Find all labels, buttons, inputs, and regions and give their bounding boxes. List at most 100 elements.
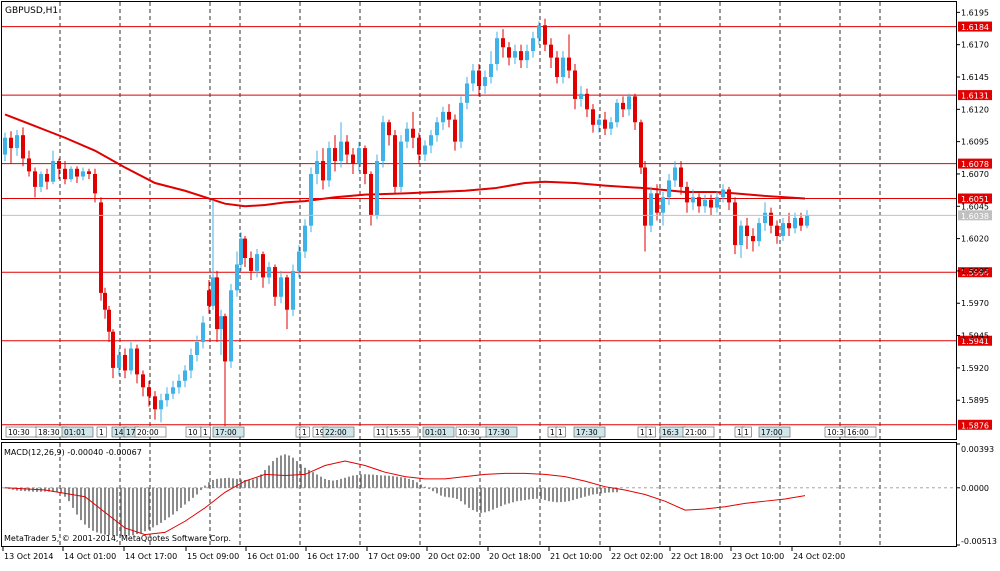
candle-body (441, 111, 445, 123)
event-tag: 19 (315, 428, 325, 437)
candle-body (3, 137, 7, 155)
candle-body (75, 168, 79, 177)
event-tag-box (212, 426, 245, 438)
candle-body (273, 267, 277, 297)
event-tag: 01:01 (64, 428, 86, 437)
candle-body (39, 173, 43, 187)
candle-body (57, 161, 61, 169)
price-tick-label: 1.6145 (961, 73, 989, 82)
time-label: 20 Oct 18:00 (489, 552, 541, 561)
candle-body (799, 217, 803, 226)
candle-body (519, 51, 523, 61)
event-tag-box (741, 426, 752, 438)
candles-layer (3, 18, 809, 427)
candle-body (477, 70, 481, 87)
candle-body (561, 57, 565, 77)
time-label: 22 Oct 18:00 (671, 552, 723, 561)
candle-body (649, 193, 653, 226)
candle-body (171, 387, 175, 394)
event-tag-box (134, 426, 167, 438)
candle-body (555, 57, 559, 77)
price-tick-label: 1.6120 (961, 105, 989, 114)
candle-body (537, 25, 541, 39)
candle-body (21, 135, 25, 159)
macd-signal-line (4, 460, 806, 536)
event-tag: 1 (558, 428, 563, 437)
candle-body (333, 148, 337, 162)
time-label: 16 Oct 01:00 (247, 552, 299, 561)
candle-body (435, 122, 439, 136)
candle-body (189, 354, 193, 371)
candle-body (135, 348, 139, 375)
candle-body (303, 225, 307, 252)
candle-body (45, 173, 49, 182)
level-label: 1.5876 (961, 421, 989, 430)
event-tag-box (61, 426, 94, 438)
time-label: 24 Oct 02:00 (793, 552, 845, 561)
event-tag: 10:30 (8, 428, 30, 437)
event-tag-box (682, 426, 715, 438)
candle-body (685, 186, 689, 203)
candle-body (315, 161, 319, 174)
event-tag: 1 (744, 428, 749, 437)
time-label: 21 Oct 10:00 (550, 552, 602, 561)
candle-body (297, 251, 301, 271)
candle-body (727, 189, 731, 203)
candle-body (661, 197, 665, 213)
event-tag: 01:01 (425, 428, 447, 437)
time-label: 16 Oct 17:00 (307, 552, 359, 561)
candle-body (697, 197, 701, 207)
candle-body (215, 277, 219, 330)
candle-body (321, 161, 325, 181)
candle-body (201, 322, 205, 343)
candle-body (513, 51, 517, 58)
event-tag: 17 (126, 428, 136, 437)
current-price: 1.6038 (2, 210, 992, 221)
candle-body (603, 119, 607, 129)
candle-body (769, 212, 773, 226)
event-tag: 17:00 (761, 428, 783, 437)
candle-body (573, 70, 577, 99)
candle-body (261, 254, 265, 278)
candle-body (465, 83, 469, 103)
event-tag: 1 (99, 428, 104, 437)
candle-body (99, 202, 103, 293)
event-tag: 17:30 (488, 428, 510, 437)
candle-body (733, 202, 737, 246)
candle-body (153, 396, 157, 410)
time-label: 14 Oct 01:00 (64, 552, 116, 561)
main-panel-frame (1, 1, 957, 440)
candle-body (507, 47, 511, 58)
event-tag: 18:30 (38, 428, 60, 437)
price-tick-label: 1.5995 (961, 267, 989, 276)
candle-body (393, 135, 397, 187)
candle-body (639, 122, 643, 168)
candle-body (141, 374, 145, 388)
event-tag: 1 (737, 428, 742, 437)
event-tag: 1 (302, 428, 307, 437)
candle-body (69, 168, 73, 180)
level-label: 1.6131 (961, 92, 989, 101)
event-tag: 10:30 (458, 428, 480, 437)
candle-body (453, 119, 457, 142)
candle-body (351, 154, 355, 164)
candle-body (591, 109, 595, 125)
event-tag-box (573, 426, 606, 438)
event-tag: 21:00 (685, 428, 707, 437)
candle-body (709, 199, 713, 208)
event-tag: 1 (648, 428, 653, 437)
candle-body (549, 44, 553, 58)
candle-body (405, 128, 409, 142)
event-tag-box (422, 426, 455, 438)
candle-body (745, 225, 749, 237)
event-tag: 16:3 (662, 428, 679, 437)
candle-body (673, 167, 677, 181)
candle-body (345, 141, 349, 155)
candle-body (627, 96, 631, 110)
time-label: 20 Oct 02:00 (428, 552, 480, 561)
candle-body (223, 316, 227, 362)
macd-tick-label: 0.0000 (961, 484, 989, 493)
event-tags: 10:3018:3001:011141720:0010117:00111922:… (5, 426, 877, 438)
